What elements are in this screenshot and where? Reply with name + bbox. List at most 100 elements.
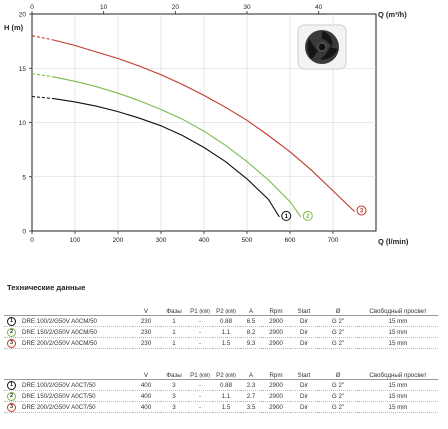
cell-diameter: G 2" xyxy=(318,326,358,338)
p1-label: P1 xyxy=(190,308,198,315)
cell-p1: - xyxy=(188,401,212,413)
cell-start: Dir xyxy=(290,390,318,402)
x-tick-label: 600 xyxy=(285,237,296,244)
series-3-dashed-segment xyxy=(31,35,54,41)
cell-start: Dir xyxy=(290,337,318,349)
cell-a: 2.7 xyxy=(240,390,262,402)
cell-start: Dir xyxy=(290,315,318,327)
col-phases: Фазы xyxy=(160,363,188,380)
cell-start: Dir xyxy=(290,326,318,338)
cell-model: 1 DRE 100/2/G50V A0CM/50 xyxy=(4,315,132,327)
model-name: DRE 100/2/G50V A0CM/50 xyxy=(22,317,97,325)
series-1-marker xyxy=(281,210,292,221)
col-v: V xyxy=(132,299,160,316)
cell-p1: - xyxy=(188,337,212,349)
col-free-pass: Свободный просвет xyxy=(358,363,438,380)
x-top-tick-label: 30 xyxy=(243,4,251,11)
cell-diameter: G 2" xyxy=(318,390,358,402)
series-2-curve xyxy=(53,76,302,218)
cell-phases: 3 xyxy=(160,379,188,391)
col-p1: P1 (kW) xyxy=(188,299,212,316)
y-tick-label: 0 xyxy=(22,229,26,236)
x-tick-label: 700 xyxy=(328,237,339,244)
grid xyxy=(32,14,376,231)
cell-start: Dir xyxy=(290,401,318,413)
p2-label: P2 xyxy=(216,372,224,379)
col-v: V xyxy=(132,363,160,380)
spec-table-single-phase: V Фазы P1 (kW) P2 (kW) A Rpm Start Ø Сво… xyxy=(4,299,438,349)
model-name: DRE 200/2/G50V A0CM/50 xyxy=(22,339,97,347)
col-diameter: Ø xyxy=(318,299,358,316)
cell-p1: - xyxy=(188,379,212,391)
row-marker: 2 xyxy=(7,391,16,401)
cell-v: 230 xyxy=(132,315,160,327)
cell-rpm: 2900 xyxy=(262,337,290,349)
p1-unit: (kW) xyxy=(199,309,210,315)
spec-table-three-phase: V Фазы P1 (kW) P2 (kW) A Rpm Start Ø Сво… xyxy=(4,363,438,413)
cell-model: 3 DRE 200/2/G50V A0CM/50 xyxy=(4,337,132,349)
cell-a: 9.3 xyxy=(240,337,262,349)
cell-v: 230 xyxy=(132,337,160,349)
cell-a: 8.2 xyxy=(240,326,262,338)
col-rpm: Rpm xyxy=(262,299,290,316)
p2-unit: (kW) xyxy=(225,309,236,315)
model-name: DRE 150/2/G50V A0CT/50 xyxy=(22,392,96,400)
cell-free-pass: 15 mm xyxy=(358,337,438,349)
col-phases: Фазы xyxy=(160,299,188,316)
col-p1: P1 (kW) xyxy=(188,363,212,380)
cell-free-pass: 15 mm xyxy=(358,379,438,391)
cell-a: 6.5 xyxy=(240,315,262,327)
model-name: DRE 200/2/G50V A0CT/50 xyxy=(22,403,96,411)
cell-free-pass: 15 mm xyxy=(358,326,438,338)
x-tick-label: 400 xyxy=(199,237,210,244)
cell-free-pass: 15 mm xyxy=(358,390,438,402)
x-top-axis-label: Q (m³/h) xyxy=(378,10,407,19)
impeller-icon xyxy=(297,24,347,70)
cell-free-pass: 15 mm xyxy=(358,401,438,413)
p1-unit: (kW) xyxy=(199,373,210,379)
series-3-marker-label: 3 xyxy=(360,209,364,215)
col-start: Start xyxy=(290,299,318,316)
x-tick-label: 100 xyxy=(70,237,81,244)
spec-row: 1 DRE 100/2/G50V A0CM/50 230 1-0.88 6.5 2900 D… xyxy=(4,315,438,327)
cell-rpm: 2900 xyxy=(262,326,290,338)
cell-a: 2.3 xyxy=(240,379,262,391)
col-a: A xyxy=(240,363,262,380)
cell-phases: 1 xyxy=(160,315,188,327)
cell-p1: - xyxy=(188,315,212,327)
cell-phases: 1 xyxy=(160,326,188,338)
cell-p2: 1.5 xyxy=(212,337,240,349)
model-name: DRE 150/2/G50V A0CM/50 xyxy=(22,328,97,336)
y-axis-label: H (m) xyxy=(4,23,24,32)
series-1-dashed-segment xyxy=(31,95,54,100)
cell-diameter: G 2" xyxy=(318,337,358,349)
cell-diameter: G 2" xyxy=(318,401,358,413)
series-3-marker xyxy=(356,205,367,216)
y-tick-label: 20 xyxy=(19,12,27,19)
cell-p1: - xyxy=(188,390,212,402)
y-tick-label: 10 xyxy=(19,120,27,127)
p2-label: P2 xyxy=(216,308,224,315)
series-2-marker-label: 2 xyxy=(306,214,310,220)
cell-diameter: G 2" xyxy=(318,379,358,391)
cell-rpm: 2900 xyxy=(262,379,290,391)
cell-a: 3.5 xyxy=(240,401,262,413)
x-tick-label: 300 xyxy=(156,237,167,244)
p1-label: P1 xyxy=(190,372,198,379)
x-tick-label: 0 xyxy=(30,237,34,244)
spec-row: 1 DRE 100/2/G50V A0CT/50 400 3-0.88 2.3 2900 D… xyxy=(4,379,438,391)
cell-model: 2 DRE 150/2/G50V A0CT/50 xyxy=(4,390,132,402)
x-axis-label: Q (l/min) xyxy=(378,237,409,246)
p2-unit: (kW) xyxy=(225,373,236,379)
cell-model: 2 DRE 150/2/G50V A0CM/50 xyxy=(4,326,132,338)
x-tick-label: 200 xyxy=(113,237,124,244)
x-top-tick-label: 20 xyxy=(172,4,180,11)
x-top-tick-label: 0 xyxy=(30,4,34,11)
col-start: Start xyxy=(290,363,318,380)
y-tick-label: 5 xyxy=(22,174,26,181)
model-name: DRE 100/2/G50V A0CT/50 xyxy=(22,381,96,389)
cell-p1: - xyxy=(188,326,212,338)
cell-phases: 3 xyxy=(160,401,188,413)
y-tick-label: 15 xyxy=(19,66,27,73)
